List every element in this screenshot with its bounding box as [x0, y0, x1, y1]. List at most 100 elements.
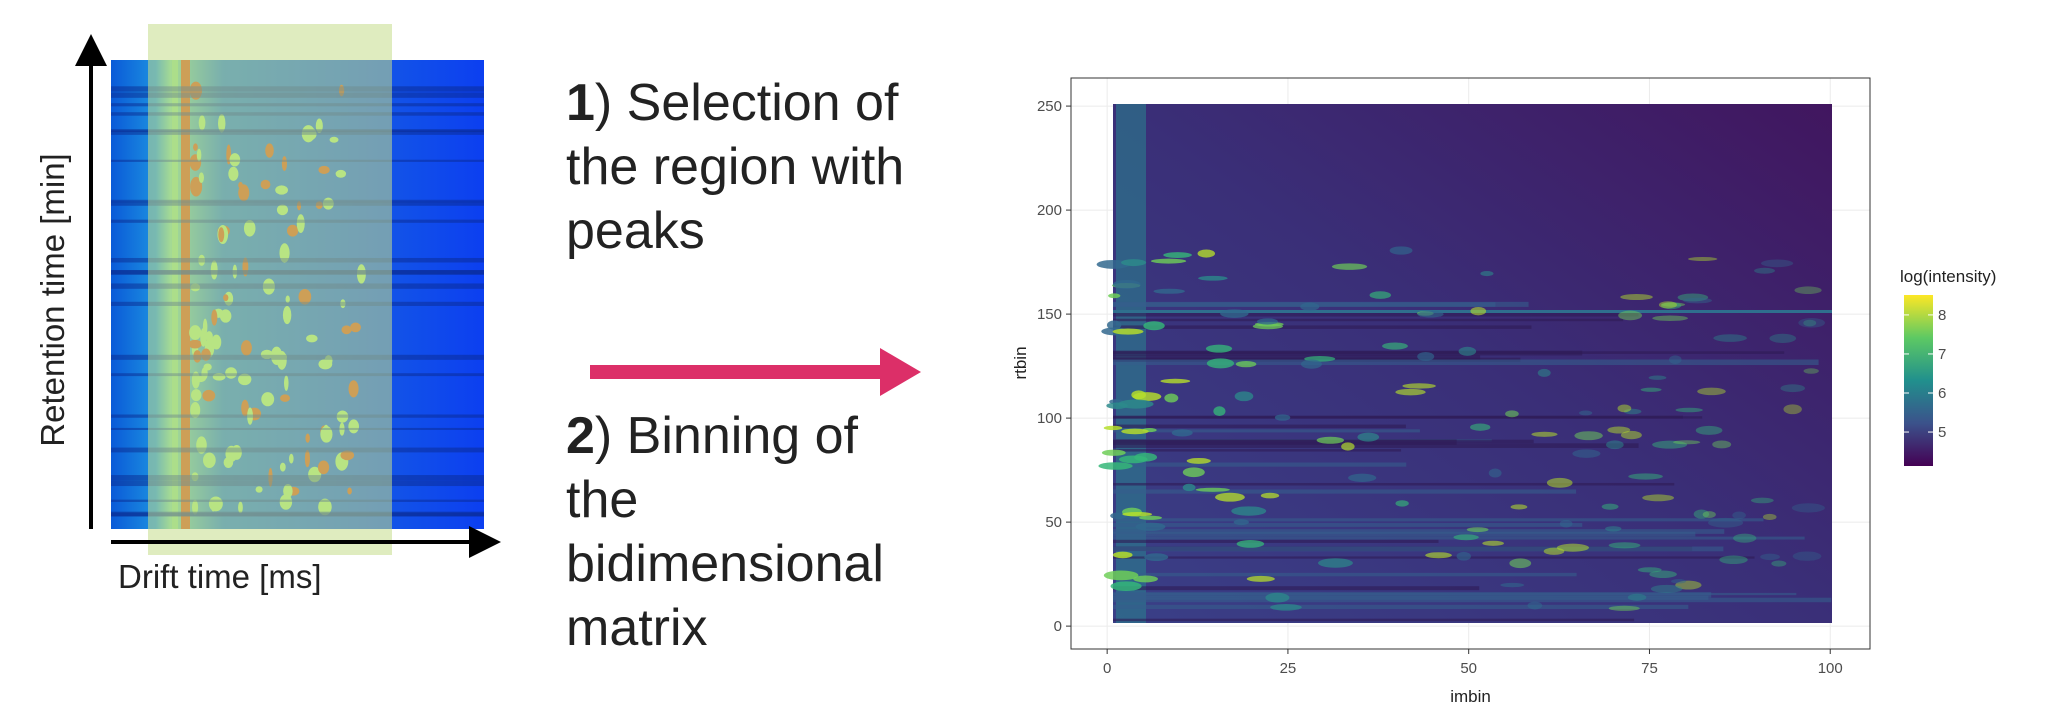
heat-blob	[1395, 388, 1426, 396]
heat-blob	[1260, 492, 1280, 499]
heat-blob	[1205, 344, 1233, 353]
heat-blob	[1131, 390, 1146, 400]
heat-blob	[1220, 309, 1249, 318]
heat-band	[1113, 489, 1577, 494]
step-number: 2	[566, 407, 595, 465]
heat-blob	[1510, 504, 1528, 510]
heat-blob	[1675, 407, 1703, 413]
heat-blob	[1556, 543, 1590, 552]
colorbar-label: 8	[1938, 307, 1946, 324]
heat-band	[1113, 572, 1577, 577]
heat-blob	[1637, 567, 1662, 573]
heat-blob	[1682, 297, 1713, 304]
heat-blob	[1482, 540, 1504, 546]
heat-blob	[1605, 526, 1622, 532]
heat-band	[1113, 354, 1481, 361]
heat-blob	[1246, 575, 1275, 582]
y-axis-title: rtbin	[1011, 346, 1030, 379]
heat-blob	[1456, 551, 1471, 561]
step-text: bidimensional	[566, 535, 884, 593]
heat-blob	[1121, 428, 1149, 435]
heat-blob	[1118, 455, 1148, 464]
heat-blob	[1771, 560, 1787, 567]
heat-blob	[1649, 570, 1677, 579]
heat-blob	[1341, 442, 1355, 451]
heat-band	[1113, 462, 1407, 467]
heat-blob	[1101, 449, 1126, 456]
x-axis-label: Drift time [ms]	[118, 558, 322, 595]
heat-blob	[1106, 320, 1122, 330]
heat-blob	[1197, 249, 1216, 258]
heat-blob	[1579, 410, 1593, 416]
heat-blob	[1640, 387, 1662, 392]
legend-title: log(intensity)	[1900, 267, 1996, 286]
y-tick-label: 50	[1045, 514, 1062, 531]
step-line: bidimensional	[566, 535, 884, 593]
heat-band	[1113, 595, 1709, 600]
heat-blob	[1453, 534, 1479, 541]
heat-blob	[1470, 423, 1491, 431]
heat-band	[1113, 539, 1439, 543]
heat-blob	[1470, 306, 1487, 316]
heat-blob	[1760, 553, 1780, 561]
heat-blob	[1150, 258, 1187, 264]
heat-blob	[1769, 333, 1797, 343]
heat-blob	[1794, 286, 1822, 295]
heat-band	[1113, 350, 1583, 356]
heat-blob	[1318, 558, 1353, 568]
heat-blob	[1733, 533, 1757, 543]
heat-blob	[1171, 429, 1193, 437]
heat-blob	[1233, 519, 1249, 526]
heat-blob	[1572, 449, 1601, 458]
heat-blob	[1658, 301, 1677, 309]
heat-blob	[1697, 387, 1726, 396]
heat-blob	[1500, 582, 1525, 588]
y-tick-label: 150	[1037, 306, 1062, 323]
heat-blob	[1103, 425, 1123, 431]
step-text: ) Binning of	[595, 407, 859, 465]
heat-blob	[1505, 410, 1519, 418]
x-tick-label: 75	[1641, 660, 1658, 677]
heat-blob	[1791, 503, 1825, 513]
heat-blob	[1270, 604, 1302, 611]
heat-blob	[1660, 302, 1682, 310]
heat-blob	[1719, 555, 1748, 565]
heat-blob	[1231, 506, 1267, 516]
heat-blob	[1163, 252, 1192, 258]
heat-blob	[1798, 317, 1826, 328]
heat-blob	[1675, 580, 1702, 590]
heat-blob	[1425, 552, 1452, 559]
heat-blob	[1527, 601, 1543, 610]
heat-blob	[1623, 408, 1642, 415]
heat-blob	[1118, 399, 1154, 409]
heat-blob	[1559, 519, 1573, 528]
heat-blob	[1108, 293, 1121, 299]
heat-blob	[1650, 584, 1683, 593]
panel-border	[1070, 77, 1871, 650]
heat-blob	[1713, 334, 1747, 342]
heat-blob	[1112, 328, 1144, 335]
heat-band	[1113, 529, 1725, 534]
heat-blob	[1198, 275, 1228, 281]
heat-band	[1113, 531, 1696, 537]
heat-blob	[1300, 359, 1322, 369]
heat-blob	[1458, 346, 1477, 356]
heat-blob	[1628, 473, 1663, 480]
heat-blob	[1574, 431, 1603, 441]
x-tick-label: 0	[1103, 660, 1111, 677]
heat-blob	[1762, 513, 1777, 521]
selection-overlay	[148, 24, 392, 555]
heat-blob	[1316, 436, 1345, 444]
heat-blob	[1687, 257, 1718, 262]
heat-blob	[1702, 511, 1716, 518]
heat-band	[1113, 604, 1689, 609]
heat-blob	[1792, 551, 1822, 561]
heat-blob	[1122, 512, 1153, 517]
steps: 1) Selection of the region with peaks 2) Bi…	[566, 74, 904, 657]
heat-blob	[1760, 259, 1794, 268]
heat-blob	[1348, 473, 1377, 482]
heat-band	[1113, 359, 1819, 366]
heat-blob	[1265, 592, 1290, 603]
step-line: peaks	[566, 202, 705, 260]
heat-blob	[1669, 355, 1682, 365]
